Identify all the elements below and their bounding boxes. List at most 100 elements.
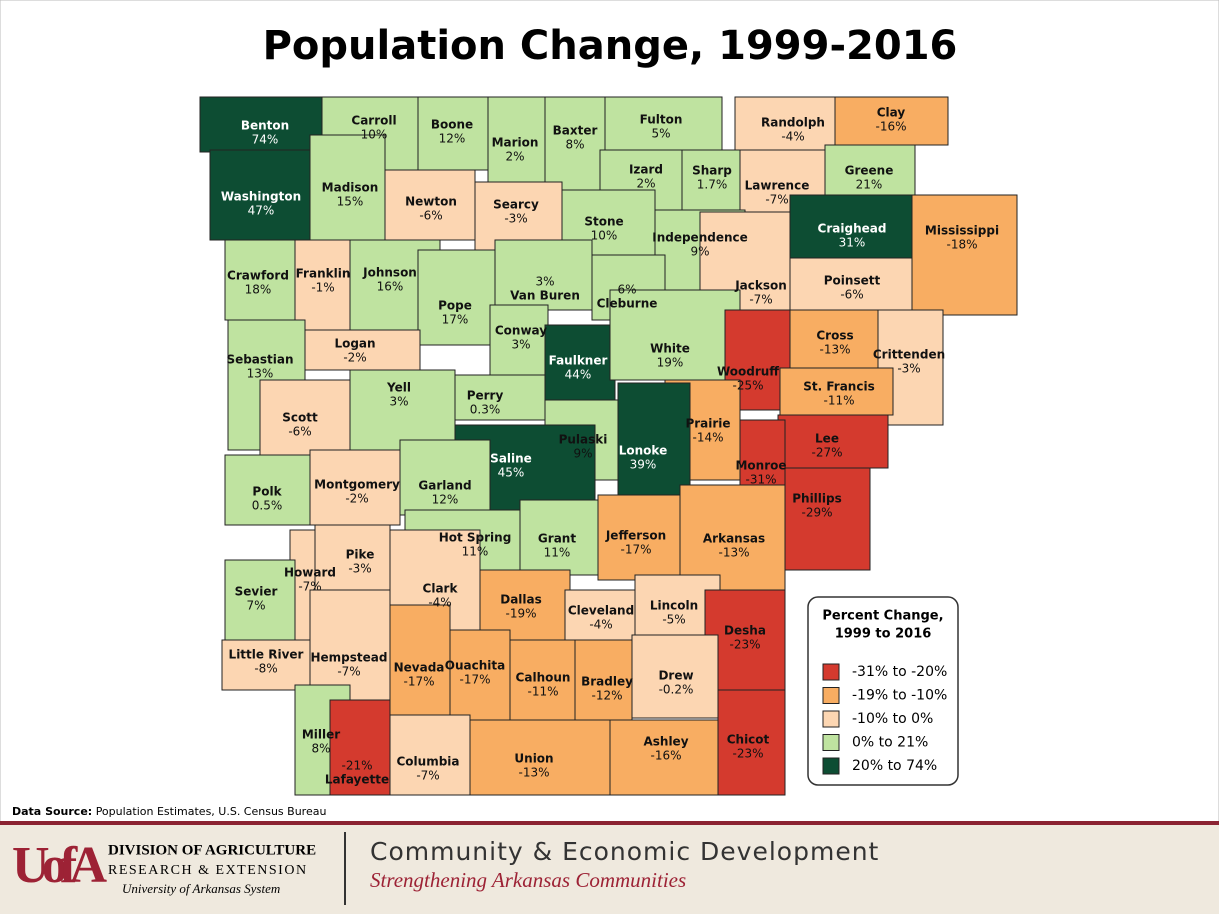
county-name: Howard: [284, 566, 336, 580]
county-name: Saline: [490, 452, 532, 466]
county-name: Dallas: [500, 593, 542, 607]
county-value: -17%: [403, 675, 434, 689]
county: [911, 194, 1018, 316]
logo: UofA: [12, 837, 107, 894]
county: [304, 329, 421, 371]
county-name: Jackson: [734, 279, 787, 293]
county-name: Sebastian: [226, 353, 293, 367]
county-name: Yell: [386, 381, 411, 395]
county: [469, 719, 611, 796]
county-value: 8%: [565, 138, 584, 152]
county-name: Arkansas: [703, 532, 765, 546]
county-value: 16%: [377, 280, 404, 294]
county-name: Montgomery: [314, 478, 400, 492]
county: [494, 239, 593, 311]
county: [519, 499, 599, 576]
county-value: -21%: [341, 759, 372, 773]
county-name: Sevier: [235, 585, 278, 599]
county-value: -7%: [416, 769, 439, 783]
county-name: Woodruff: [717, 365, 779, 379]
county-name: Union: [514, 752, 553, 766]
county-name: Stone: [584, 215, 623, 229]
county-value: -25%: [732, 379, 763, 393]
county-value: -16%: [875, 120, 906, 134]
county: [474, 181, 563, 251]
county-value: -17%: [620, 543, 651, 557]
county-value: -12%: [591, 689, 622, 703]
county-name: Sharp: [692, 164, 732, 178]
county: [717, 689, 786, 796]
county-name: Conway: [495, 324, 547, 338]
county-value: 21%: [856, 178, 883, 192]
county-value: -4%: [781, 130, 804, 144]
county: [834, 96, 949, 146]
county-name: Prairie: [685, 417, 730, 431]
county-name: Franklin: [296, 267, 351, 281]
county-name: Clay: [877, 106, 906, 120]
county-value: -3%: [504, 212, 527, 226]
county-name: Randolph: [761, 116, 825, 130]
county: [199, 96, 323, 153]
county-name: Independence: [652, 231, 748, 245]
county-name: Carroll: [351, 114, 396, 128]
county: [574, 639, 633, 726]
county: [224, 239, 296, 321]
county-name: Craighead: [818, 222, 887, 236]
county-name: Grant: [538, 532, 576, 546]
county-value: 15%: [337, 195, 364, 209]
county-name: Johnson: [362, 266, 417, 280]
county-name: Lonoke: [619, 444, 667, 458]
county-name: St. Francis: [803, 380, 874, 394]
county: [224, 454, 311, 526]
county-value: -1%: [311, 281, 334, 295]
county-value: 10%: [591, 229, 618, 243]
county-name: Jefferson: [605, 529, 666, 543]
county: [597, 494, 681, 581]
county-name: Pike: [346, 548, 375, 562]
county-value: 45%: [498, 466, 525, 480]
county: [681, 149, 741, 211]
legend-label: -31% to -20%: [852, 664, 947, 680]
county-name: Monroe: [735, 459, 786, 473]
legend-label: 0% to 21%: [852, 735, 928, 751]
county-value: 10%: [361, 128, 388, 142]
county-value: -31%: [745, 473, 776, 487]
county: [294, 239, 351, 331]
county: [509, 639, 579, 721]
county-name: Hempstead: [311, 651, 388, 665]
map: [199, 96, 1018, 796]
county-name: Van Buren: [510, 289, 580, 303]
county: [399, 439, 491, 516]
county-name: Bradley: [581, 675, 633, 689]
data-source: Data Source: Population Estimates, U.S. …: [12, 805, 326, 818]
county-value: 39%: [630, 458, 657, 472]
county-value: 11%: [544, 546, 571, 560]
county: [789, 194, 913, 259]
county-value: -8%: [254, 662, 277, 676]
county-value: 18%: [245, 283, 272, 297]
county-value: -6%: [419, 209, 442, 223]
county-value: 3%: [511, 338, 530, 352]
footer: [0, 822, 1219, 914]
unit: Community & Economic Development: [370, 837, 879, 866]
county-value: -16%: [650, 749, 681, 763]
county-name: Cleburne: [597, 297, 658, 311]
county-value: 12%: [432, 493, 459, 507]
county-value: 13%: [247, 367, 274, 381]
county-value: 1.7%: [697, 178, 728, 192]
county-name: Lawrence: [745, 179, 810, 193]
county-value: -13%: [819, 343, 850, 357]
source-text: Population Estimates, U.S. Census Bureau: [96, 805, 327, 818]
legend-swatch: [822, 710, 840, 728]
county-value: -5%: [662, 613, 685, 627]
county-value: 44%: [565, 368, 592, 382]
county-name: Newton: [405, 195, 457, 209]
county: [479, 569, 571, 641]
county-name: Polk: [252, 485, 282, 499]
county-value: -4%: [589, 618, 612, 632]
county-value: 11%: [462, 545, 489, 559]
county-name: Desha: [724, 624, 766, 638]
county-name: Nevada: [394, 661, 445, 675]
division: DIVISION OF AGRICULTURE: [108, 842, 316, 858]
